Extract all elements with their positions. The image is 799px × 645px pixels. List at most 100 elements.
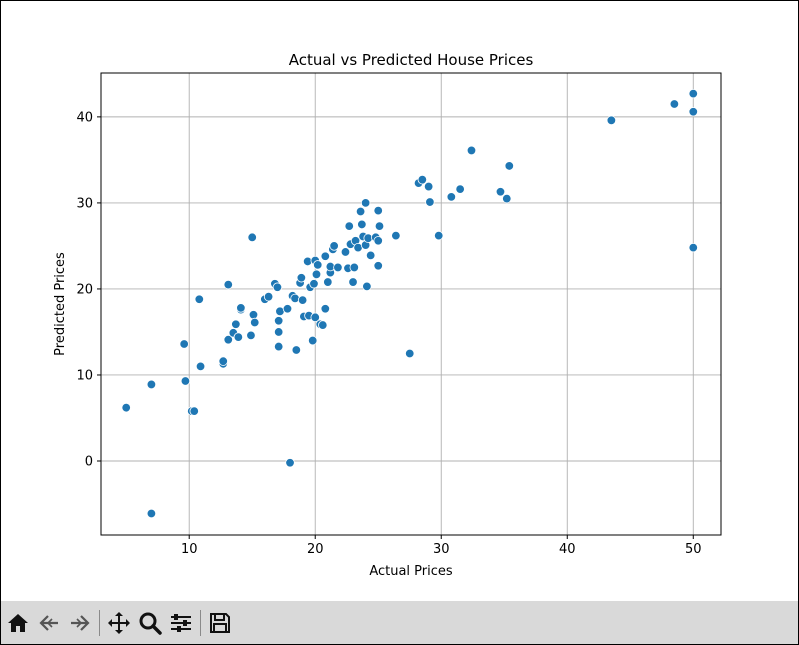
data-point [373,205,383,216]
data-point [146,379,157,390]
data-point [669,99,680,109]
pan-icon [108,611,130,634]
data-point [374,221,385,231]
data-point [223,279,233,290]
data-point [121,402,131,413]
back-icon [39,614,58,631]
data-point [405,348,415,359]
data-point [373,236,383,246]
x-tick-label: 20 [307,542,324,557]
forward-button[interactable] [67,610,93,636]
y-tick-label: 10 [76,368,93,383]
save-icon [210,612,230,633]
y-tick-label: 20 [76,282,93,297]
data-point [313,260,323,270]
data-point [362,281,372,292]
data-point [248,310,259,320]
data-point [466,145,477,156]
data-point [311,269,322,280]
data-point [320,304,331,314]
home-button[interactable] [5,610,31,636]
x-tick-label: 30 [433,542,450,557]
data-point [250,317,260,328]
data-point [290,293,300,304]
data-point [329,241,339,251]
x-tick-label: 10 [181,542,198,557]
data-point [423,181,434,192]
data-point [502,193,512,204]
data-points [121,88,698,519]
data-point [272,282,283,292]
data-point [291,345,302,355]
data-point [297,295,308,305]
forward-icon [71,614,90,631]
data-point [320,251,331,261]
data-point [365,250,376,261]
y-tick-label: 0 [85,455,93,470]
data-point [333,262,343,273]
data-point [223,335,233,345]
data-point [434,230,444,241]
data-point [606,115,617,126]
zoom-button[interactable] [137,610,163,636]
data-point [309,279,319,289]
pan-button[interactable] [106,610,132,636]
data-point [218,356,228,366]
data-point [273,327,284,337]
data-point [231,319,241,329]
data-point [360,198,371,208]
data-point [323,277,333,287]
data-point [391,230,401,241]
data-point [273,316,284,326]
data-point [273,341,284,352]
save-button[interactable] [207,610,233,636]
data-point [189,406,199,416]
data-point [357,219,367,230]
data-point [344,221,354,231]
data-point [180,376,191,386]
y-axis-label: Predicted Prices [53,252,68,356]
toolbar-separator [99,609,100,636]
data-point [233,332,244,342]
data-point [688,107,698,117]
scatter-chart: 10 20 30 40 50 0 10 20 30 40 Actual vs Predicted … [53,51,722,579]
data-point [455,184,465,194]
x-tick-label: 50 [685,542,702,557]
data-point [285,458,295,468]
navigation-toolbar [1,601,798,644]
grid-lines [101,73,721,535]
home-icon [8,613,28,632]
configure-subplots-button[interactable] [168,610,194,636]
x-tick-label: 40 [559,542,576,557]
axes-frame [100,72,722,536]
data-point [495,187,506,197]
data-point [446,192,457,202]
zoom-icon [139,612,162,635]
data-point [504,161,514,171]
configure-subplots-icon [171,613,191,632]
data-point [318,320,328,330]
chart-title: Actual vs Predicted House Prices [289,51,534,69]
data-point [195,361,206,372]
data-point [349,262,359,273]
data-point [310,312,320,323]
x-axis-label: Actual Prices [369,564,453,579]
data-point [296,273,307,283]
data-point [236,303,246,313]
data-point [194,294,204,304]
data-point [179,339,189,349]
back-button[interactable] [36,610,62,636]
data-point [247,232,257,243]
data-point [340,247,351,257]
data-point [348,277,358,287]
data-point [308,335,318,346]
toolbar-separator [200,609,201,636]
data-point [688,88,698,99]
y-tick-label: 40 [76,110,93,125]
data-point [263,291,274,302]
data-point [355,206,366,217]
data-point [425,197,435,207]
data-point [146,508,157,519]
data-point [417,174,428,185]
